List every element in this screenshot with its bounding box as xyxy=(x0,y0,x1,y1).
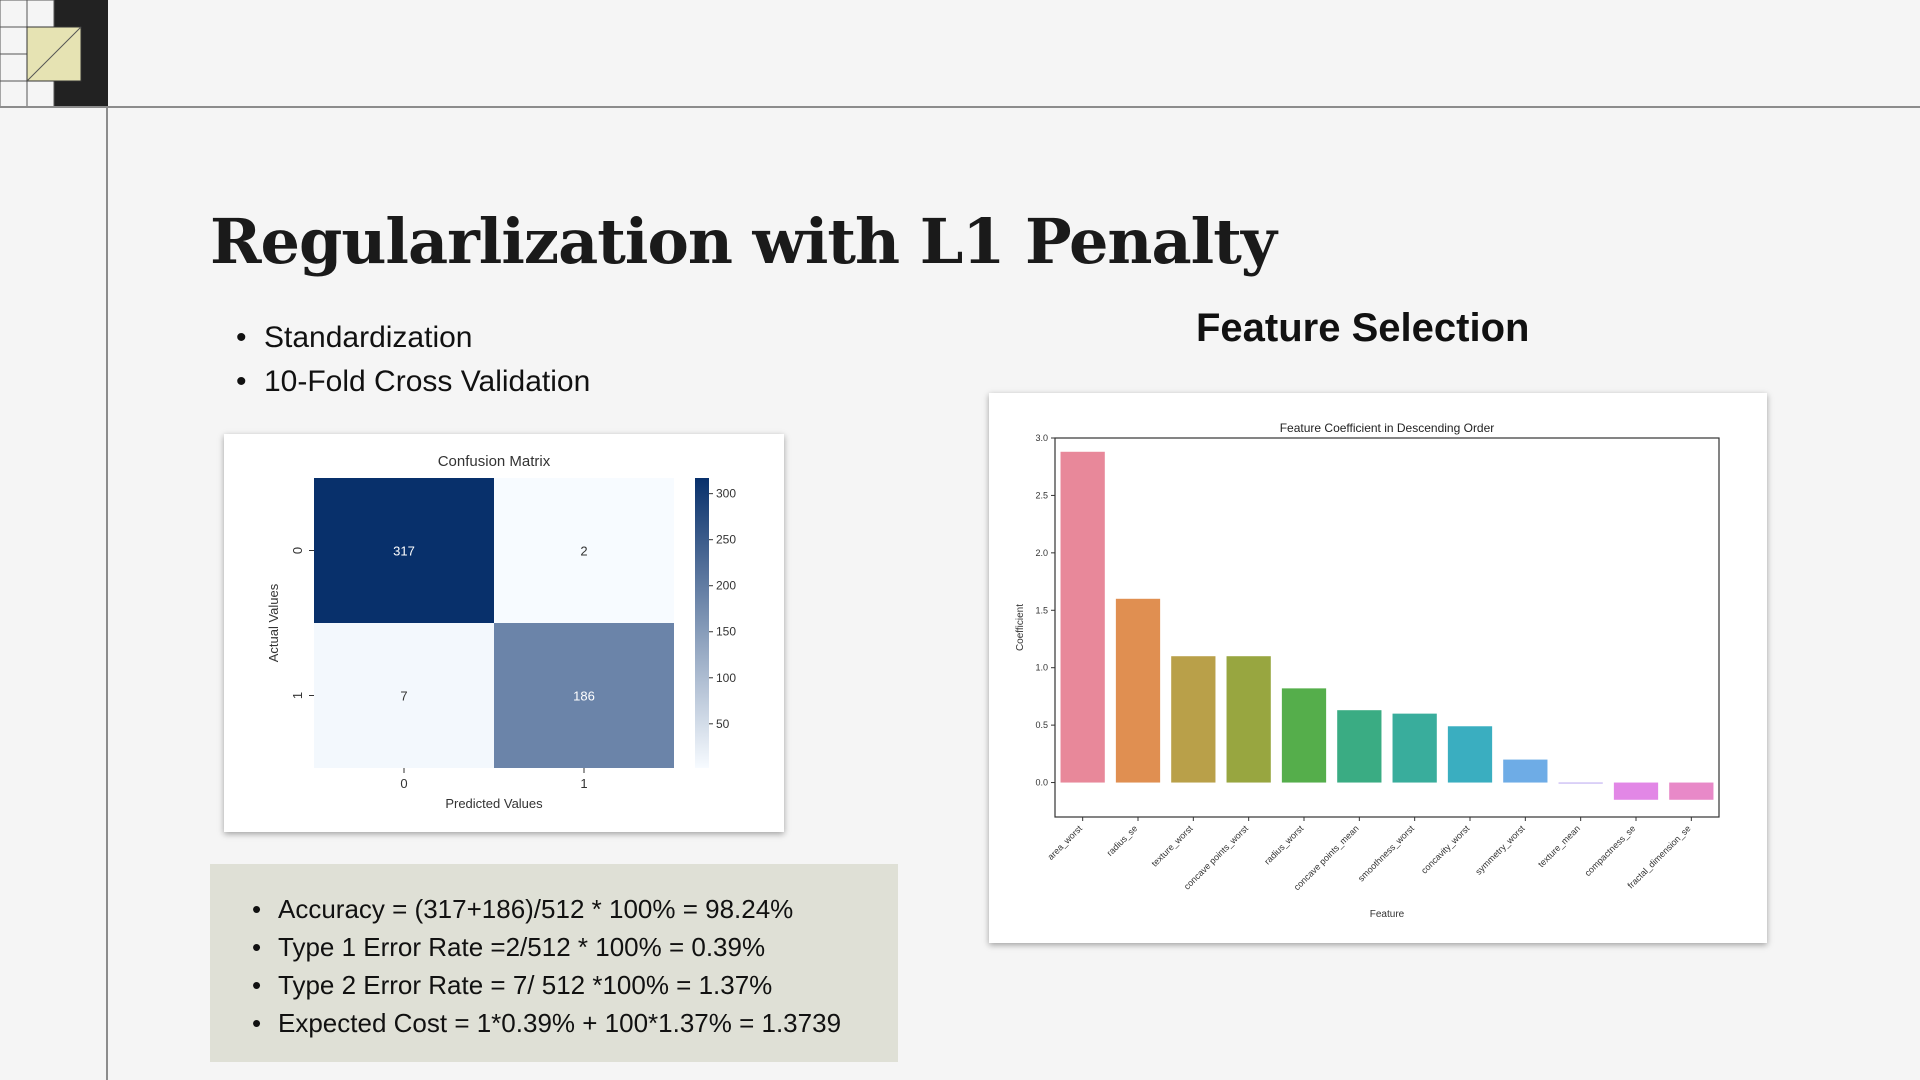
confusion-matrix-title: Confusion Matrix xyxy=(438,453,551,470)
colorbar xyxy=(695,478,709,768)
bar-radius-se xyxy=(1115,598,1161,783)
logo-grid xyxy=(0,0,108,109)
x-tick-label: smoothness_worst xyxy=(1356,823,1416,883)
x-axis-label: Feature xyxy=(1370,909,1405,920)
metric-accuracy: Accuracy = (317+186)/512 * 100% = 98.24% xyxy=(252,890,898,928)
bar-compactness-se xyxy=(1613,782,1659,800)
bullet-cross-validation: 10-Fold Cross Validation xyxy=(236,360,590,404)
x-tick-label: fractal_dimension_se xyxy=(1626,823,1693,890)
y-axis-label: Coefficient xyxy=(1015,604,1026,651)
y-tick-label: 0 xyxy=(290,547,305,554)
heatmap-cell-value: 2 xyxy=(580,544,587,559)
heatmap-cell xyxy=(314,478,494,623)
bar-texture-mean xyxy=(1558,782,1603,784)
heatmap-cell-value: 186 xyxy=(573,689,595,704)
metric-type1-error: Type 1 Error Rate =2/512 * 100% = 0.39% xyxy=(252,928,898,966)
y-axis-label: Actual Values xyxy=(266,583,281,662)
bar-fractal-dimension-se xyxy=(1669,782,1714,800)
y-tick-label: 0.5 xyxy=(1035,720,1048,730)
heatmap-cell xyxy=(494,623,674,768)
y-tick-label: 1.0 xyxy=(1035,663,1048,673)
x-axis-label: Predicted Values xyxy=(445,796,543,811)
bar-concave-points-worst xyxy=(1226,656,1271,783)
heatmap-cell xyxy=(314,623,494,768)
heatmap-cell xyxy=(494,478,674,623)
y-tick-label: 1.5 xyxy=(1035,605,1048,615)
bar-radius-worst xyxy=(1281,688,1327,783)
y-tick-label: 2.5 xyxy=(1035,490,1048,500)
slide-title: Regularlization with L1 Penalty xyxy=(210,205,1277,278)
side-divider xyxy=(106,106,108,1080)
y-tick-label: 1 xyxy=(290,692,305,699)
metrics-box: Accuracy = (317+186)/512 * 100% = 98.24%… xyxy=(210,864,898,1062)
colorbar-tick-label: 150 xyxy=(716,625,736,639)
bullet-standardization: Standardization xyxy=(236,316,590,360)
bar-symmetry-worst xyxy=(1503,759,1548,783)
x-tick-label: 0 xyxy=(400,776,407,791)
bar-chart-title: Feature Coefficient in Descending Order xyxy=(1280,421,1495,435)
feature-coefficient-chart: Feature Coefficient in Descending Order 0… xyxy=(1015,421,1720,920)
colorbar-tick-label: 200 xyxy=(716,579,736,593)
x-tick-label: 1 xyxy=(580,776,587,791)
bar-smoothness-worst xyxy=(1392,713,1437,783)
colorbar-tick-label: 250 xyxy=(716,533,736,547)
colorbar-tick-label: 300 xyxy=(716,487,736,501)
confusion-matrix-chart: Confusion Matrix 317 2 7 186 0 1 0 1 Predicted Va… xyxy=(266,453,736,811)
y-tick-label: 0.0 xyxy=(1035,778,1048,788)
bar-area-worst xyxy=(1060,451,1105,783)
metric-type2-error: Type 2 Error Rate = 7/ 512 *100% = 1.37% xyxy=(252,966,898,1004)
x-tick-label: symmetry_worst xyxy=(1473,823,1527,877)
x-tick-label: area_worst xyxy=(1046,823,1085,862)
bar-concavity-worst xyxy=(1447,726,1493,783)
feature-coefficient-card: Feature Coefficient in Descending Order 0… xyxy=(989,393,1767,943)
colorbar-tick-label: 50 xyxy=(716,717,730,731)
x-tick-label: concavity_worst xyxy=(1419,823,1472,876)
feature-selection-title: Feature Selection xyxy=(1196,306,1530,350)
bar-concave-points-mean xyxy=(1337,710,1382,783)
plot-frame xyxy=(1054,437,1720,818)
bar-texture-worst xyxy=(1171,656,1216,783)
colorbar-tick-label: 100 xyxy=(716,671,736,685)
x-tick-label: concave points_worst xyxy=(1182,823,1251,892)
x-tick-label: texture_mean xyxy=(1536,823,1582,869)
y-tick-label: 2.0 xyxy=(1035,548,1048,558)
heatmap-cell-value: 317 xyxy=(393,544,415,559)
x-tick-label: compactness_se xyxy=(1583,823,1638,878)
x-tick-label: radius_se xyxy=(1105,823,1140,858)
confusion-matrix-card: Confusion Matrix 317 2 7 186 0 1 0 1 Predicted Va… xyxy=(224,434,784,832)
method-bullets: Standardization 10-Fold Cross Validation xyxy=(236,316,590,404)
heatmap-cell-value: 7 xyxy=(400,689,407,704)
x-tick-label: radius_worst xyxy=(1262,823,1306,867)
x-tick-label: texture_worst xyxy=(1149,823,1195,869)
metric-expected-cost: Expected Cost = 1*0.39% + 100*1.37% = 1.… xyxy=(252,1004,898,1042)
header-divider xyxy=(0,106,1920,108)
y-tick-label: 3.0 xyxy=(1035,433,1048,443)
